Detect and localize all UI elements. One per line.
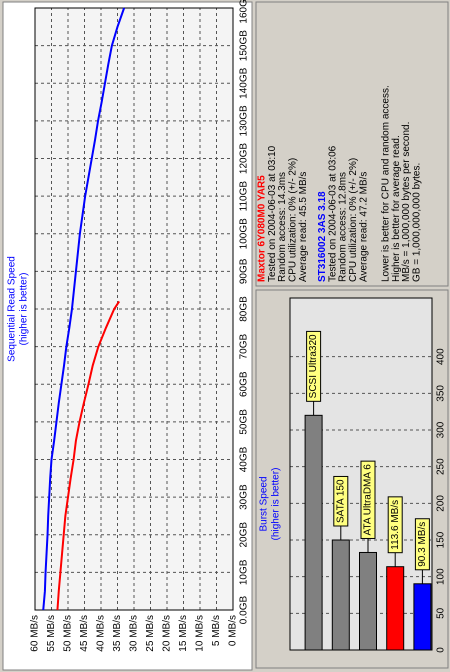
y-tick-label: 35 MB/s [112, 615, 123, 652]
x-tick-label: 70GB [239, 334, 250, 360]
drive-name: ST316002 3AS 3.18 [317, 191, 328, 282]
y-tick-label: 0 MB/s [228, 615, 239, 646]
x-tick-label: 40GB [239, 446, 250, 472]
x-tick-label: 150GB [239, 30, 250, 61]
label-box [306, 330, 322, 402]
y-tick-label: 20 MB/s [162, 615, 173, 652]
y-tick-label: 45 MB/s [79, 615, 90, 652]
y-tick-label: 40 MB/s [96, 615, 107, 652]
bar [359, 551, 377, 651]
x-tick-label: 30GB [239, 484, 250, 510]
y-tick-label: 5 MB/s [211, 615, 222, 646]
label-box [333, 475, 349, 527]
x-tick-label: 140GB [239, 67, 250, 98]
y-tick-label: 200 [436, 495, 447, 512]
y-tick-label: 50 MB/s [63, 615, 74, 652]
bar [304, 414, 323, 651]
y-tick-label: 350 [436, 385, 447, 402]
bar-label: 113.6 MB/s [390, 500, 401, 550]
label-box [360, 460, 376, 539]
drive-detail: Average read: 45.5 MB/s [298, 172, 309, 282]
x-tick-label: 100GB [239, 218, 250, 249]
y-tick-label: 250 [436, 458, 447, 475]
y-tick-label: 300 [436, 421, 447, 438]
bar-label: SCSI Ultra320 [308, 334, 319, 398]
note: Lower is better for CPU and random acces… [381, 85, 392, 282]
drive-detail: Tested on 2004-06-03 at 03:06 [327, 145, 338, 282]
x-tick-label: 80GB [239, 296, 250, 322]
y-tick-label: 55 MB/s [46, 615, 57, 652]
x-tick-label: 90GB [239, 258, 250, 284]
bar-label: 90.3 MB/s [417, 522, 428, 567]
x-tick-label: 110GB [239, 181, 250, 212]
chart-subtitle: (higher is better) [19, 273, 30, 346]
y-tick-label: 100 [436, 568, 447, 585]
drive-detail: Tested on 2004-06-03 at 03:10 [267, 145, 278, 282]
chart-subtitle: (higher is better) [271, 468, 282, 541]
plot-frame [34, 7, 234, 611]
bar-label: SATA 150 [335, 479, 346, 523]
x-tick-label: 60GB [239, 371, 250, 397]
y-tick-label: 25 MB/s [145, 615, 156, 652]
series-line [42, 7, 126, 611]
note: MB/s = 1,000,000 bytes per second. [401, 122, 412, 282]
bar [331, 539, 350, 651]
y-tick-label: 60 MB/s [30, 615, 41, 652]
x-tick-label: 10GB [239, 559, 250, 585]
label-box [414, 518, 430, 571]
y-tick-label: 150 [436, 531, 447, 548]
y-tick-label: 400 [436, 348, 447, 365]
x-tick-label: 20GB [239, 522, 250, 548]
drive-detail: CPU utilization: 0% (+/- 2%) [348, 158, 359, 282]
x-tick-label: 130GB [239, 105, 250, 136]
note: GB = 1,000,000,000 bytes. [412, 163, 423, 282]
bar [386, 566, 405, 651]
label-box [387, 496, 403, 554]
series-line [56, 300, 120, 611]
info-panel [255, 1, 449, 287]
drive-detail: CPU utilization: 0% (+/- 2%) [288, 158, 299, 282]
bar [413, 583, 432, 651]
y-tick-label: 50 [436, 607, 447, 619]
y-tick-label: 30 MB/s [129, 615, 140, 652]
y-tick-label: 10 MB/s [195, 615, 206, 652]
x-tick-label: 120GB [239, 143, 250, 174]
drive-detail: Random access: 12.8ms [338, 172, 349, 282]
drive-name: Maxtor 6Y080M0 YAR5 [257, 175, 268, 282]
x-tick-label: 50GB [239, 409, 250, 435]
x-tick-label: 160GB [239, 0, 250, 24]
x-tick-label: 0.0GB [239, 596, 250, 625]
chart-title: Sequential Read Speed [7, 256, 18, 362]
bar-label: ATA UltraDMA 6 [363, 464, 374, 536]
chart-title: Burst Speed [259, 476, 270, 531]
y-tick-label: 0 [436, 647, 447, 653]
drive-detail: Average read: 47.2 MB/s [358, 172, 369, 282]
drive-detail: Random access: 14.3ms [277, 172, 288, 282]
note: Higher is better for average read. [391, 135, 402, 282]
y-tick-label: 15 MB/s [178, 615, 189, 652]
